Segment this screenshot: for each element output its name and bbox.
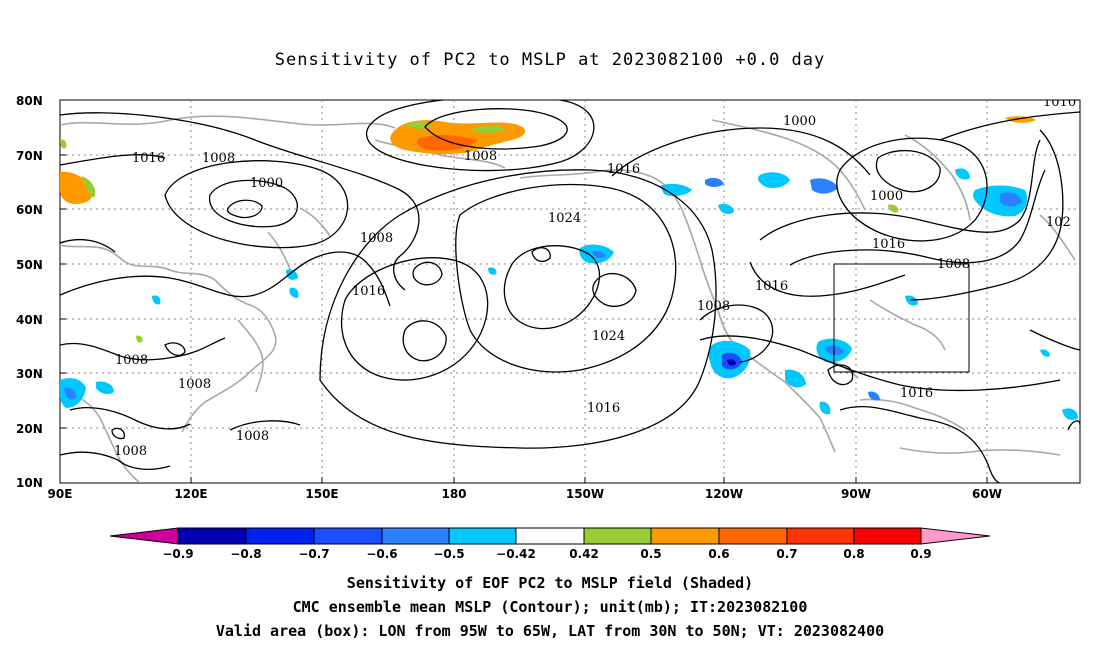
contour-label: 1000 — [250, 176, 283, 191]
colorbar-tick-label: 0.6 — [708, 547, 729, 561]
sensitivity-shading — [60, 116, 1078, 420]
contour-label: 1008 — [202, 151, 235, 166]
colorbar-swatch — [177, 527, 247, 545]
lat-tick-label: 10N — [16, 476, 43, 490]
contour-label: 1016 — [352, 284, 385, 299]
colorbar-swatch — [381, 527, 450, 545]
colorbar-left-arrow — [109, 527, 179, 545]
isobars — [60, 100, 1080, 483]
lon-tick-label: 90E — [48, 487, 73, 501]
colorbar: −0.9 −0.8 −0.7 −0.6 −0.5 −0.42 0.42 0.5 … — [109, 527, 991, 561]
colorbar-swatch — [853, 527, 922, 545]
lon-tick-label: 120W — [705, 487, 743, 501]
colorbar-tick-label: 0.9 — [910, 547, 931, 561]
colorbar-tick-label: −0.5 — [433, 547, 464, 561]
colorbar-swatch — [786, 527, 855, 545]
lon-axis: 90E 120E 150E 180 150W 120W 90W 60W — [48, 487, 1002, 501]
lon-tick-label: 90W — [841, 487, 871, 501]
contour-label: 1024 — [592, 329, 625, 344]
lat-tick-label: 50N — [16, 258, 43, 272]
contour-label: 1000 — [870, 189, 903, 204]
contour-label-layer: 1016 1008 1000 1008 1008 1016 1024 1024 … — [114, 95, 1076, 459]
colorbar-swatch — [650, 527, 720, 545]
contour-label: 1016 — [755, 279, 788, 294]
colorbar-swatch — [718, 527, 788, 545]
contour-label: 1008 — [114, 444, 147, 459]
contour-label: 1008 — [697, 299, 730, 314]
lat-tick-label: 80N — [16, 94, 43, 108]
colorbar-swatch — [313, 527, 383, 545]
colorbar-tick-label: −0.42 — [496, 547, 536, 561]
contour-label: 1016 — [132, 151, 165, 166]
colorbar-tick-label: 0.5 — [640, 547, 661, 561]
contour-label: 1000 — [783, 114, 816, 129]
contour-label: 1016 — [872, 237, 905, 252]
colorbar-tick-label: 0.7 — [776, 547, 797, 561]
colorbar-tick-label: 0.8 — [843, 547, 864, 561]
lon-tick-label: 150E — [305, 487, 338, 501]
lat-tick-label: 60N — [16, 203, 43, 217]
colorbar-swatch — [515, 527, 585, 545]
map-title: Sensitivity of PC2 to MSLP at 2023082100… — [274, 50, 826, 70]
axis-ticks — [60, 99, 988, 483]
colorbar-tick-label: −0.9 — [162, 547, 193, 561]
colorbar-right-arrow — [920, 527, 991, 545]
contour-label: 1010 — [1043, 95, 1076, 110]
colorbar-tick-label: −0.7 — [298, 547, 329, 561]
graticule — [60, 100, 1080, 483]
contour-label: 1016 — [587, 401, 620, 416]
lat-tick-label: 40N — [16, 313, 43, 327]
lon-tick-label: 120E — [174, 487, 207, 501]
lat-tick-label: 70N — [16, 149, 43, 163]
lon-tick-label: 180 — [441, 487, 466, 501]
colorbar-tick-label: −0.8 — [230, 547, 261, 561]
valid-area-box — [833, 263, 970, 373]
contour-label: 1008 — [178, 377, 211, 392]
colorbar-swatch — [245, 527, 315, 545]
contour-label: 1024 — [548, 211, 581, 226]
caption-line-2: CMC ensemble mean MSLP (Contour); unit(m… — [292, 598, 808, 616]
contour-label: 1008 — [115, 353, 148, 368]
colorbar-swatch — [448, 527, 517, 545]
colorbar-tick-label: 0.42 — [569, 547, 599, 561]
map-frame — [59, 99, 1081, 484]
colorbar-tick-label: −0.6 — [366, 547, 397, 561]
caption-line-3: Valid area (box): LON from 95W to 65W, L… — [215, 622, 885, 640]
contour-label: 1008 — [236, 429, 269, 444]
lon-tick-label: 60W — [972, 487, 1002, 501]
contour-label: 1008 — [937, 257, 970, 272]
contour-label: 1008 — [464, 149, 497, 164]
contour-label: 1016 — [607, 162, 640, 177]
colorbar-swatch — [583, 527, 652, 545]
contour-label: 1016 — [900, 386, 933, 401]
contour-label: 1008 — [360, 231, 393, 246]
lat-tick-label: 30N — [16, 367, 43, 381]
lat-tick-label: 20N — [16, 422, 43, 436]
caption-line-1: Sensitivity of EOF PC2 to MSLP field (Sh… — [346, 574, 754, 592]
lon-tick-label: 150W — [566, 487, 604, 501]
lat-axis: 80N 70N 60N 50N 40N 30N 20N 10N — [16, 94, 43, 490]
contour-label: 102 — [1046, 215, 1071, 230]
